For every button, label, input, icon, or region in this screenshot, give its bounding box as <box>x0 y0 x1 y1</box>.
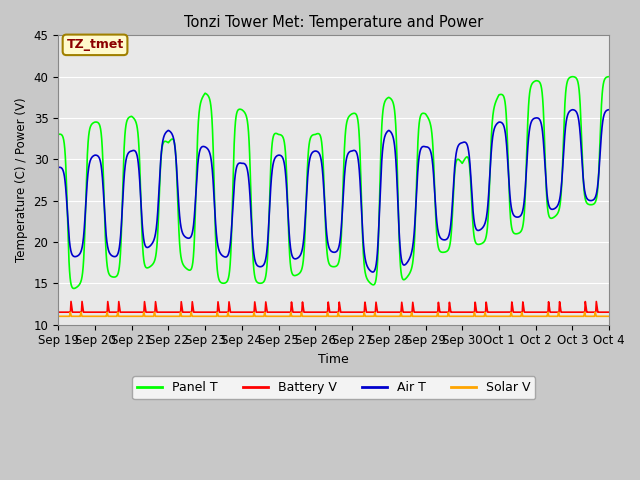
Battery V <box>150 309 157 315</box>
Solar V <box>605 313 613 319</box>
Title: Tonzi Tower Met: Temperature and Power: Tonzi Tower Met: Temperature and Power <box>184 15 483 30</box>
Air T <box>289 255 297 261</box>
Battery V <box>54 309 62 315</box>
Solar V <box>150 312 157 318</box>
Panel T <box>54 132 62 137</box>
Panel T <box>595 174 602 180</box>
Battery V <box>117 309 125 315</box>
Air T <box>117 228 125 234</box>
Air T <box>266 208 273 214</box>
Air T <box>54 165 62 170</box>
Battery V <box>535 309 543 315</box>
Line: Battery V: Battery V <box>58 301 609 312</box>
Text: TZ_tmet: TZ_tmet <box>67 38 124 51</box>
Air T <box>150 238 157 243</box>
Line: Panel T: Panel T <box>58 77 609 288</box>
Battery V <box>290 309 298 315</box>
Solar V <box>54 313 62 319</box>
Air T <box>369 269 376 275</box>
Panel T <box>605 74 613 80</box>
Panel T <box>70 286 77 291</box>
Battery V <box>595 309 602 315</box>
X-axis label: Time: Time <box>318 353 349 366</box>
Battery V <box>266 309 273 315</box>
Battery V <box>67 299 75 304</box>
Panel T <box>150 260 157 265</box>
Solar V <box>535 313 543 319</box>
Solar V <box>595 313 602 319</box>
Solar V <box>67 309 74 315</box>
Solar V <box>266 313 273 319</box>
Y-axis label: Temperature (C) / Power (V): Temperature (C) / Power (V) <box>15 97 28 262</box>
Solar V <box>290 313 298 319</box>
Line: Air T: Air T <box>58 110 609 272</box>
Air T <box>605 107 613 113</box>
Air T <box>595 174 602 180</box>
Panel T <box>266 194 273 200</box>
Panel T <box>290 273 298 278</box>
Solar V <box>117 313 125 319</box>
Air T <box>535 116 543 122</box>
Legend: Panel T, Battery V, Air T, Solar V: Panel T, Battery V, Air T, Solar V <box>132 376 535 399</box>
Panel T <box>535 79 543 84</box>
Battery V <box>605 309 613 315</box>
Line: Solar V: Solar V <box>58 312 609 316</box>
Panel T <box>117 235 125 240</box>
